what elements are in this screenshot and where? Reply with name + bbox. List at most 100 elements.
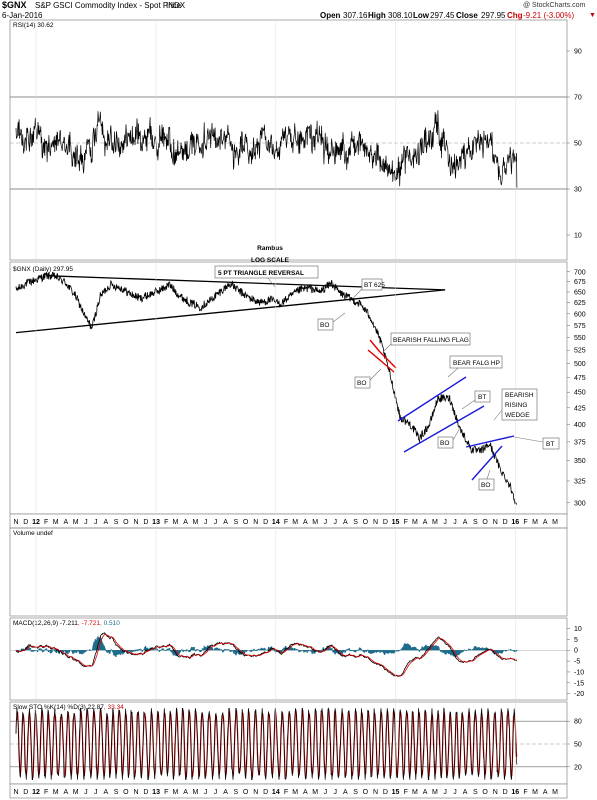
rsi-plot: 10 30 50 70 90: [10, 49, 582, 240]
price-tick-label: 525: [574, 348, 586, 355]
date-tick-label: N: [493, 789, 498, 796]
macd-tick-label: 10: [574, 626, 582, 633]
date-tick-label: M: [173, 519, 179, 526]
price-tick-label: 325: [574, 478, 586, 485]
date-tick-label: M: [73, 789, 79, 796]
wedge-annotation: WEDGE: [505, 412, 530, 419]
volume-title: Volume undef: [13, 530, 53, 537]
date-tick-label: A: [64, 519, 69, 526]
date-tick-label: S: [114, 519, 119, 526]
date-tick-label: S: [114, 789, 119, 796]
channel-lower-line: [403, 405, 485, 453]
triangle-annotation-box: [214, 265, 319, 279]
macd-title-signal: , -7.721: [78, 620, 100, 627]
date-tick-label: 15: [392, 789, 400, 796]
date-tick-label: J: [324, 789, 328, 796]
date-tick-label: A: [463, 789, 468, 796]
price-tick-label: 675: [574, 279, 586, 286]
rsi-tick-label: 50: [574, 141, 582, 148]
date-tick-label: S: [233, 789, 238, 796]
date-tick-label: A: [183, 519, 188, 526]
bo2-box: [354, 376, 371, 389]
date-tick-label: D: [23, 519, 28, 526]
date-tick-label: S: [353, 789, 358, 796]
macd-title-main: MACD(12,26,9) -7.211: [13, 620, 78, 627]
macd-tick-label: -10: [574, 669, 584, 676]
description: S&P GSCI Commodity Index - Spot Price: [35, 1, 182, 10]
date-tick-label: M: [412, 519, 418, 526]
bo3-box: [437, 436, 454, 449]
bear-falg-hp-box: [449, 355, 503, 369]
date-tick-label: A: [223, 519, 228, 526]
bear-falg-hp-annotation: BEAR FALG HP: [453, 360, 500, 367]
bo1-annotation: BO: [320, 322, 329, 329]
open-value: 307.16: [343, 11, 368, 20]
high-label: High: [368, 11, 386, 20]
date-tick-label: F: [164, 789, 168, 796]
date-tick-label: D: [503, 519, 508, 526]
date-tick-label: S: [473, 519, 478, 526]
date-tick-label: M: [532, 789, 538, 796]
date-tick-label: J: [333, 789, 337, 796]
date-tick-label: N: [373, 789, 378, 796]
date-tick-label: A: [343, 789, 348, 796]
date-tick-label: A: [463, 519, 468, 526]
date-tick-label: D: [503, 789, 508, 796]
date-tick-label: A: [223, 789, 228, 796]
date-tick-label: 12: [32, 789, 40, 796]
price-tick-label: 475: [574, 375, 586, 382]
price-tick-label: 700: [574, 269, 586, 276]
open-label: Open: [320, 11, 341, 20]
chg-value: -9.21 (-3.00%): [523, 11, 575, 20]
date-tick-label: M: [193, 519, 199, 526]
rsi-line: [15, 110, 518, 188]
date-tick-label: 12: [32, 519, 40, 526]
date-tick-label: M: [73, 519, 79, 526]
date-tick-label: A: [303, 789, 308, 796]
price-title: $GNX (Daily) 297.95: [13, 266, 73, 273]
chart-date: 6-Jan-2016: [2, 11, 43, 20]
macd-signal-line: [15, 634, 517, 677]
chart-header: $GNX S&P GSCI Commodity Index - Spot Pri…: [0, 0, 597, 21]
price-tick-label: 550: [574, 335, 586, 342]
wedge-lower-line: [471, 445, 503, 481]
date-tick-label: J: [443, 519, 447, 526]
rsi-title: RSI(14) 30.62: [13, 22, 54, 29]
date-tick-label: F: [164, 519, 168, 526]
macd-tick-label: 5: [574, 637, 578, 644]
date-tick-label: O: [482, 789, 488, 796]
bt3-annotation: BT: [546, 441, 554, 448]
date-tick-label: A: [104, 519, 109, 526]
date-tick-label: S: [353, 519, 358, 526]
date-tick-label: N: [253, 519, 258, 526]
sto-tick-label: 20: [574, 764, 582, 771]
flag-upper-line: [369, 339, 381, 353]
bo2-annotation: BO: [357, 380, 366, 387]
bt625-box: [361, 278, 383, 291]
date-tick-label: D: [263, 519, 268, 526]
low-label: Low: [413, 11, 429, 20]
sto-title-d: , 33.34: [104, 704, 124, 711]
date-tick-label: J: [84, 519, 88, 526]
close-label: Close: [456, 11, 478, 20]
date-tick-label: N: [134, 789, 139, 796]
price-plot: 300 325 350 375 400 425 450 475 500 525 550 575 600 6…: [15, 269, 586, 507]
date-tick-label: F: [44, 519, 48, 526]
date-tick-label: F: [404, 519, 408, 526]
date-tick-label: M: [53, 519, 59, 526]
date-tick-label: 16: [511, 789, 519, 796]
date-tick-label: N: [13, 789, 18, 796]
price-tick-label: 650: [574, 289, 586, 296]
rsi-tick-label: 30: [574, 187, 582, 194]
date-tick-label: O: [123, 519, 129, 526]
date-tick-label: A: [104, 789, 109, 796]
date-tick-label: J: [94, 789, 98, 796]
date-tick-label: F: [404, 789, 408, 796]
price-tick-label: 375: [574, 439, 586, 446]
date-tick-label: O: [243, 789, 249, 796]
date-tick-label: M: [53, 789, 59, 796]
date-tick-label: J: [84, 789, 88, 796]
date-tick-label: O: [243, 519, 249, 526]
date-tick-label: F: [284, 789, 288, 796]
price-tick-label: 350: [574, 458, 586, 465]
